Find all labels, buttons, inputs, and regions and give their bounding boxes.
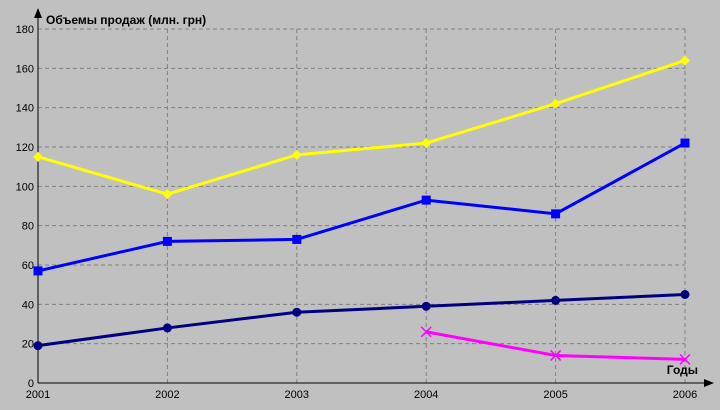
data-point [551, 209, 561, 219]
y-tick-label: 100 [16, 181, 34, 193]
x-tick-label: 2002 [155, 389, 179, 401]
series-2 [33, 290, 690, 351]
x-axis-arrow [704, 379, 714, 387]
data-point [551, 295, 561, 305]
axes [34, 8, 714, 387]
data-point [420, 326, 432, 338]
y-tick-label: 80 [22, 221, 34, 233]
series-line [37, 293, 686, 348]
x-tick-label: 2005 [543, 389, 567, 401]
data-point [421, 301, 431, 311]
data-point [162, 236, 172, 246]
data-point [162, 189, 173, 200]
series-3 [420, 326, 691, 365]
y-axis-arrow [34, 8, 42, 18]
tick-labels: 0 20 40 60 80 100 120 140 160 180 2001 2002 2003 2004… [16, 24, 698, 401]
y-tick-label: 40 [22, 299, 34, 311]
data-point [33, 341, 43, 351]
series-line [37, 59, 686, 196]
y-tick-label: 20 [22, 339, 34, 351]
series [33, 55, 691, 365]
data-point [292, 307, 302, 317]
data-point [162, 323, 172, 333]
x-tick-label: 2001 [26, 389, 50, 401]
data-point [680, 55, 690, 66]
y-tick-label: 0 [28, 378, 34, 390]
data-point [680, 138, 690, 148]
data-point [550, 349, 562, 361]
series-line [37, 141, 686, 273]
data-point [421, 195, 431, 205]
series-0 [33, 55, 690, 200]
y-axis-title: Объемы продаж (млн. грн) [46, 13, 206, 27]
data-point [680, 290, 690, 299]
data-point [292, 234, 302, 244]
y-tick-label: 180 [16, 24, 34, 36]
y-tick-label: 140 [16, 103, 34, 115]
data-point [421, 138, 432, 149]
x-tick-label: 2006 [673, 389, 697, 401]
data-point [33, 151, 43, 162]
grid [38, 28, 686, 383]
data-point [33, 266, 43, 276]
x-axis-title: Годы [667, 363, 698, 377]
series-1 [33, 138, 690, 276]
x-tick-label: 2003 [285, 389, 309, 401]
data-point [291, 149, 302, 160]
data-point [550, 98, 561, 109]
x-tick-label: 2004 [414, 389, 438, 401]
data-point [679, 353, 691, 365]
y-tick-label: 120 [16, 142, 34, 154]
y-tick-label: 160 [16, 63, 34, 75]
y-tick-label: 60 [22, 260, 34, 272]
